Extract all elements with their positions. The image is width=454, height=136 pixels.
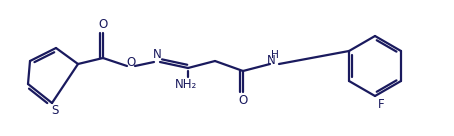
Text: S: S (51, 104, 59, 118)
Text: O: O (99, 18, 108, 32)
Text: F: F (378, 98, 385, 110)
Text: H: H (271, 50, 279, 60)
Text: O: O (238, 94, 247, 106)
Text: N: N (153, 47, 161, 61)
Text: O: O (126, 56, 136, 69)
Text: NH₂: NH₂ (175, 78, 197, 90)
Text: N: N (266, 55, 276, 67)
